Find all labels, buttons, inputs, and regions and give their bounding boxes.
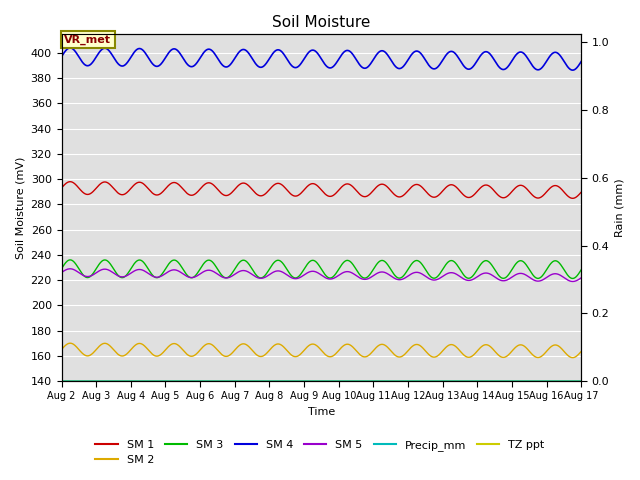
SM 2	[569, 355, 577, 360]
TZ ppt	[58, 378, 65, 384]
SM 1	[99, 180, 106, 186]
SM 3	[99, 258, 106, 264]
SM 2	[289, 353, 297, 359]
Title: Soil Moisture: Soil Moisture	[272, 15, 371, 30]
Line: SM 1: SM 1	[61, 182, 581, 198]
TZ ppt	[353, 378, 361, 384]
SM 2	[67, 340, 74, 346]
TZ ppt	[577, 378, 585, 384]
SM 3	[577, 267, 585, 273]
SM 4	[99, 47, 106, 52]
Precip_mm	[298, 378, 306, 384]
SM 3	[120, 275, 127, 280]
Precip_mm	[98, 378, 106, 384]
SM 4	[289, 64, 297, 70]
SM 2	[278, 343, 286, 348]
SM 1	[577, 189, 585, 195]
SM 2	[99, 341, 106, 347]
SM 5	[67, 266, 74, 272]
TZ ppt	[278, 378, 286, 384]
SM 5	[577, 275, 585, 281]
SM 2	[299, 349, 307, 355]
SM 5	[354, 274, 362, 279]
Precip_mm	[119, 378, 127, 384]
SM 2	[577, 348, 585, 354]
SM 4	[354, 59, 362, 65]
SM 1	[120, 192, 127, 197]
SM 1	[569, 195, 577, 201]
TZ ppt	[119, 378, 127, 384]
SM 4	[67, 45, 74, 51]
Precip_mm	[278, 378, 286, 384]
SM 1	[354, 189, 362, 195]
Precip_mm	[289, 378, 296, 384]
SM 3	[299, 269, 307, 275]
SM 3	[58, 266, 65, 272]
Y-axis label: Soil Moisture (mV): Soil Moisture (mV)	[15, 156, 25, 259]
SM 1	[289, 192, 297, 198]
SM 1	[67, 179, 74, 185]
Line: SM 4: SM 4	[61, 48, 581, 70]
SM 1	[278, 182, 286, 188]
SM 3	[354, 269, 362, 275]
X-axis label: Time: Time	[308, 407, 335, 417]
Line: SM 2: SM 2	[61, 343, 581, 358]
Line: SM 5: SM 5	[61, 269, 581, 281]
SM 4	[569, 67, 577, 73]
SM 4	[278, 49, 286, 55]
Precip_mm	[577, 378, 585, 384]
Text: VR_met: VR_met	[64, 35, 111, 45]
TZ ppt	[298, 378, 306, 384]
SM 4	[299, 59, 307, 64]
SM 3	[569, 276, 577, 281]
SM 2	[120, 353, 127, 359]
TZ ppt	[289, 378, 296, 384]
SM 1	[299, 189, 307, 194]
TZ ppt	[98, 378, 106, 384]
SM 3	[67, 257, 74, 263]
SM 5	[58, 270, 65, 276]
SM 4	[577, 59, 585, 64]
SM 3	[289, 275, 297, 280]
Line: SM 3: SM 3	[61, 260, 581, 278]
SM 3	[278, 260, 286, 266]
SM 5	[299, 273, 307, 279]
SM 1	[58, 185, 65, 191]
SM 5	[120, 274, 127, 280]
Y-axis label: Rain (mm): Rain (mm)	[615, 178, 625, 237]
SM 2	[58, 347, 65, 352]
Precip_mm	[353, 378, 361, 384]
Precip_mm	[58, 378, 65, 384]
Legend: SM 1, SM 2, SM 3, SM 4, SM 5, Precip_mm, TZ ppt: SM 1, SM 2, SM 3, SM 4, SM 5, Precip_mm,…	[91, 435, 549, 469]
SM 2	[354, 349, 362, 355]
SM 5	[99, 267, 106, 273]
SM 5	[278, 269, 286, 275]
SM 5	[289, 276, 297, 281]
SM 4	[58, 54, 65, 60]
SM 4	[120, 63, 127, 69]
SM 5	[569, 278, 577, 284]
